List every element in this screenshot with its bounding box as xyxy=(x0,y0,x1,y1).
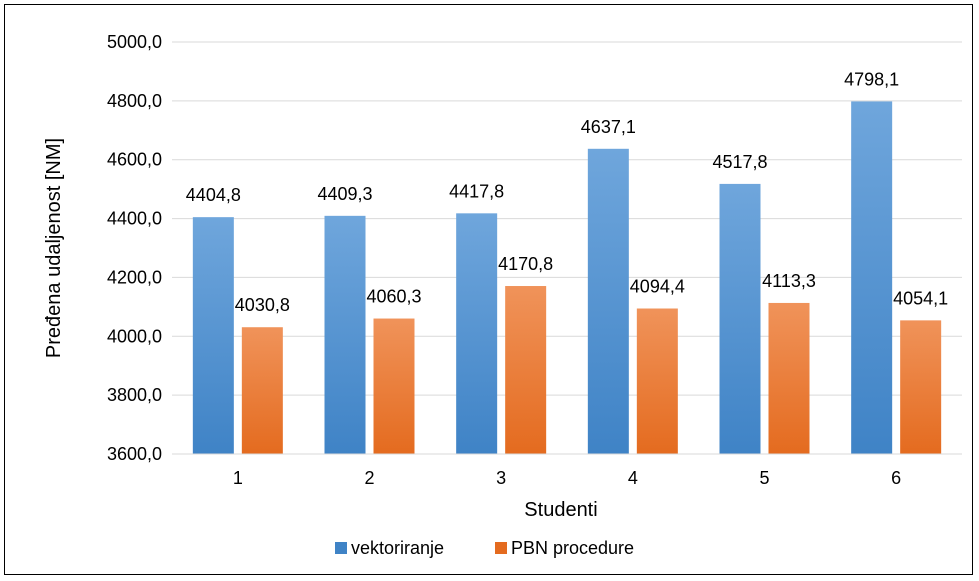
data-label: 4054,1 xyxy=(893,288,948,308)
x-tick-label: 5 xyxy=(759,468,769,488)
bar-vektoriranje-4 xyxy=(587,148,629,455)
legend-swatch xyxy=(335,542,347,554)
data-label: 4060,3 xyxy=(366,287,421,307)
bar-pbn-procedure-1 xyxy=(241,327,283,454)
y-tick-label: 4400,0 xyxy=(107,209,162,229)
bar-vektoriranje-2 xyxy=(324,215,366,454)
y-tick-label: 4000,0 xyxy=(107,326,162,346)
x-tick-label: 1 xyxy=(233,468,243,488)
y-tick-label: 5000,0 xyxy=(107,32,162,52)
data-label: 4409,3 xyxy=(317,184,372,204)
bar-pbn-procedure-6 xyxy=(900,320,942,454)
bar-pbn-procedure-5 xyxy=(768,302,810,454)
y-tick-label: 4600,0 xyxy=(107,150,162,170)
x-tick-label: 3 xyxy=(496,468,506,488)
legend-label: vektoriranje xyxy=(351,538,444,558)
y-tick-label: 4800,0 xyxy=(107,91,162,111)
bar-vektoriranje-6 xyxy=(851,101,893,454)
data-label: 4798,1 xyxy=(844,69,899,89)
data-label: 4170,8 xyxy=(498,254,553,274)
bar-vektoriranje-5 xyxy=(719,183,761,454)
bar-pbn-procedure-3 xyxy=(505,286,547,454)
y-tick-label: 3800,0 xyxy=(107,385,162,405)
data-label: 4517,8 xyxy=(712,152,767,172)
x-tick-label: 6 xyxy=(891,468,901,488)
bars xyxy=(192,101,942,455)
gridlines xyxy=(172,41,962,396)
legend: vektoriranje PBN procedure xyxy=(335,538,634,558)
data-labels: 4404,8 4030,8 4409,3 4060,3 4417,8 4170,8 4637… xyxy=(186,69,948,315)
x-axis-title: Studenti xyxy=(524,499,597,521)
legend-label: PBN procedure xyxy=(511,538,634,558)
x-tick-label: 2 xyxy=(364,468,374,488)
data-label: 4113,3 xyxy=(762,271,816,291)
bar-pbn-procedure-2 xyxy=(373,318,415,454)
x-tick-label: 4 xyxy=(628,468,638,488)
legend-swatch xyxy=(495,542,507,554)
y-tick-label: 3600,0 xyxy=(107,444,162,464)
x-axis-ticks: 1 2 3 4 5 6 xyxy=(233,468,901,488)
bar-vektoriranje-1 xyxy=(192,217,234,454)
bar-pbn-procedure-4 xyxy=(636,308,678,454)
data-label: 4030,8 xyxy=(235,295,290,315)
data-label: 4417,8 xyxy=(449,181,504,201)
data-label: 4094,4 xyxy=(630,277,685,297)
bar-vektoriranje-3 xyxy=(456,213,498,454)
y-axis-ticks: 3600,0 3800,0 4000,0 4200,0 4400,0 4600,0 4800… xyxy=(107,32,162,464)
y-tick-label: 4200,0 xyxy=(107,267,162,287)
data-label: 4404,8 xyxy=(186,185,241,205)
data-label: 4637,1 xyxy=(581,117,636,137)
y-axis-title: Pređena udaljenost [NM] xyxy=(43,138,65,358)
